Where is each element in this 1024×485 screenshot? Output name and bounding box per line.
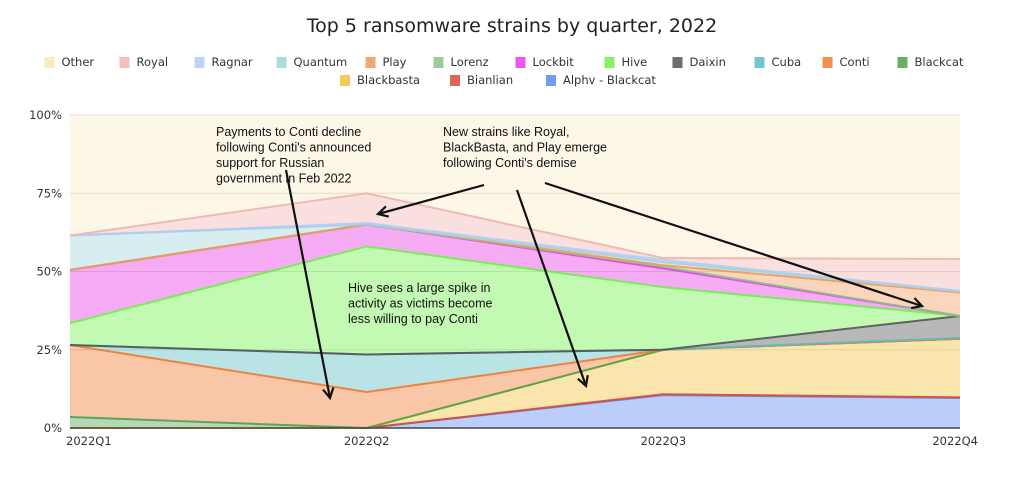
series-lines [69,192,961,430]
annotation-text: following Conti's demise [443,156,577,170]
legend-label: Royal [137,55,169,69]
legend-swatch [450,75,460,86]
annotation-arrow [515,189,588,387]
line-hive [69,245,961,325]
area-conti [70,338,960,428]
legend-swatch [546,75,556,86]
legend-label: Bianlian [467,73,513,87]
legend-label: Daixin [690,55,726,69]
arrow-head-icon [910,297,925,310]
x-tick-label: 2022Q1 [66,434,112,448]
axes: 0% 25% 50% 75% 100% 2022Q1 2022Q2 2022Q3 2022Q4 [29,108,978,448]
annotation-text: Payments to Conti decline [216,125,361,139]
y-tick-label: 50% [36,265,62,279]
line-play [69,223,961,294]
line-daixin [69,314,961,356]
legend-swatch [604,57,615,68]
legend-swatch [340,75,350,86]
legend-swatch [672,57,683,68]
y-tick-label: 25% [36,343,62,357]
annotation-text: BlackBasta, and Play emerge [443,141,607,155]
legend-swatch [897,57,908,68]
legend-label: Alphv - Blackcat [563,73,656,87]
x-tick-label: 2022Q4 [932,434,978,448]
legend-label: Blackbasta [357,73,420,87]
legend-label: Hive [622,55,648,69]
annotation-text: activity as victims become [348,297,493,311]
legend-label: Blackcat [915,55,964,69]
legend: Other Royal Ragnar Quantum Play Lorenz Lockbit… [44,55,964,87]
area-cuba [70,337,960,393]
y-tick-label: 0% [44,421,62,435]
legend-label: Cuba [772,55,802,69]
legend-swatch [119,57,130,68]
area-lockbit [70,224,960,324]
x-tick-label: 2022Q2 [344,434,390,448]
legend-label: Other [62,55,95,69]
annotations: Payments to Conti decline following Conti… [216,125,925,401]
annotation-text: following Conti's announced [216,141,371,155]
line-ragnar [69,221,961,292]
legend-swatch [365,57,376,68]
legend-label: Lorenz [451,55,489,69]
annotation-text: Hive sees a large spike in [348,281,490,295]
legend-swatch [515,57,526,68]
annotation-text: New strains like Royal, [443,125,569,139]
legend-swatch [822,57,833,68]
annotation-arrow [544,181,923,308]
annotation-text: support for Russian [216,156,324,170]
legend-label: Lockbit [533,55,575,69]
annotation-text: government in Feb 2022 [216,172,352,186]
line-royal [69,192,961,260]
y-tick-label: 75% [36,186,62,200]
annotation-text: less willing to pay Conti [348,312,478,326]
area-hive [70,246,960,355]
area-blackbasta [70,338,960,428]
legend-swatch [754,57,765,68]
legend-swatch [194,57,205,68]
legend-swatch [44,57,55,68]
annotation-arrow [377,183,485,216]
legend-label: Ragnar [212,55,253,69]
arrow-head-icon [577,374,589,389]
y-tick-label: 100% [29,108,62,122]
arrow-head-icon [322,387,335,401]
area-royal [70,193,960,291]
chart-title: Top 5 ransomware strains by quarter, 202… [306,15,717,37]
legend-swatch [276,57,287,68]
legend-label: Conti [840,55,870,69]
area-other [70,115,960,259]
legend-swatch [433,57,444,68]
legend-label: Quantum [294,55,348,69]
area-daixin [70,315,960,355]
arrow-head-icon [375,205,389,218]
legend-label: Play [383,55,407,69]
annotation-arrow [284,169,332,399]
x-tick-label: 2022Q3 [641,434,687,448]
